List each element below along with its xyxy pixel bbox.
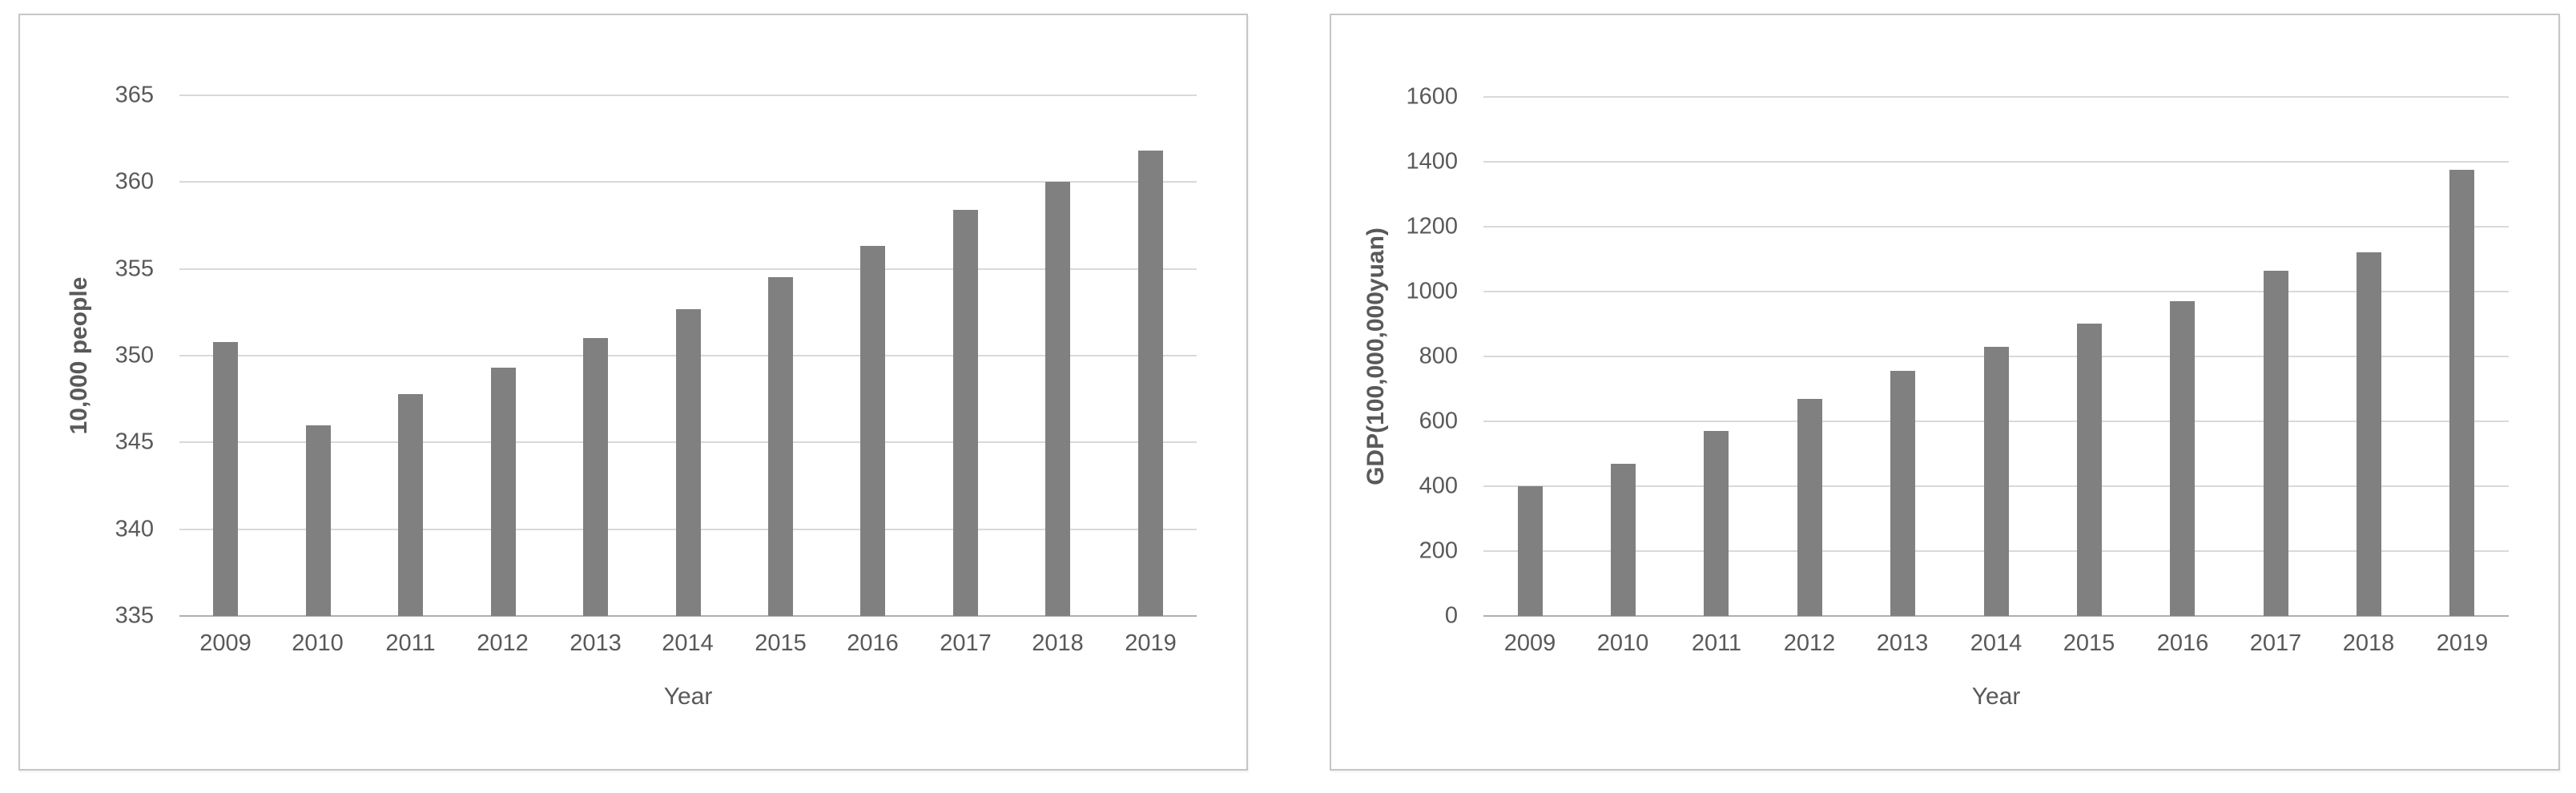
bar-2019 xyxy=(1138,151,1163,616)
x-tick-label: 2017 xyxy=(2249,630,2302,656)
x-tick-label: 2015 xyxy=(755,630,807,656)
x-tick-label: 2009 xyxy=(1503,630,1556,656)
gridline xyxy=(1483,96,2509,98)
x-tick-label: 2017 xyxy=(940,630,992,656)
y-tick-label: 1600 xyxy=(1406,83,1458,110)
bar-2016 xyxy=(860,246,885,616)
bar-2018 xyxy=(2357,252,2381,616)
y-tick-label: 1400 xyxy=(1406,148,1458,175)
bar-2014 xyxy=(1984,347,2009,616)
x-tick-label: 2019 xyxy=(1125,630,1177,656)
x-tick-label: 2019 xyxy=(2436,630,2489,656)
x-tick-label: 2010 xyxy=(1596,630,1649,656)
y-tick-label: 345 xyxy=(115,429,154,455)
bar-2015 xyxy=(2077,324,2102,616)
bar-2013 xyxy=(1890,371,1915,616)
gridline xyxy=(179,268,1197,270)
population-chart-panel: 10,000 people 365 360 355 350 345 340 335 2009… xyxy=(18,14,1248,771)
x-tick-label: 2014 xyxy=(662,630,714,656)
bar-2009 xyxy=(213,342,238,616)
x-tick-label: 2011 xyxy=(1691,630,1742,656)
bar-2010 xyxy=(306,425,331,616)
y-tick-label: 1200 xyxy=(1406,213,1458,240)
bar-2013 xyxy=(583,338,608,616)
y-tick-label: 200 xyxy=(1419,537,1458,564)
y-tick-label: 800 xyxy=(1419,343,1458,369)
x-tick-label: 2012 xyxy=(1783,630,1836,656)
y-tick-label: 360 xyxy=(115,168,154,195)
x-tick-label: 2018 xyxy=(1032,630,1084,656)
x-tick-label: 2015 xyxy=(2063,630,2115,656)
bar-2012 xyxy=(491,368,516,616)
gdp-chart-panel: GDP(100,000,000yuan) 1600 1400 1200 1000 800… xyxy=(1330,14,2560,771)
x-tick-label: 2010 xyxy=(292,630,344,656)
bar-2014 xyxy=(676,309,701,616)
x-tick-label: 2013 xyxy=(1876,630,1929,656)
plot-area xyxy=(179,95,1197,617)
x-axis-title: Year xyxy=(1971,683,2021,710)
y-tick-label: 335 xyxy=(115,602,154,629)
x-tick-label: 2009 xyxy=(199,630,252,656)
x-axis-line xyxy=(179,615,1197,617)
gridline xyxy=(179,95,1197,96)
bar-2016 xyxy=(2170,301,2195,616)
y-tick-label: 400 xyxy=(1419,473,1458,499)
x-tick-label: 2013 xyxy=(570,630,622,656)
bar-2017 xyxy=(2264,271,2288,616)
y-tick-label: 355 xyxy=(115,256,154,282)
gridline xyxy=(179,181,1197,183)
gridline xyxy=(1483,161,2509,163)
bar-2019 xyxy=(2449,170,2474,616)
x-tick-label: 2016 xyxy=(2156,630,2209,656)
bar-2015 xyxy=(768,277,793,616)
y-tick-label: 0 xyxy=(1444,602,1458,629)
x-tick-labels: 2009 2010 2011 2012 2013 2014 2015 2016 2017 2018… xyxy=(1483,627,2509,659)
bar-2011 xyxy=(398,394,423,616)
x-axis-title: Year xyxy=(663,683,713,710)
bar-2010 xyxy=(1611,464,1636,616)
y-tick-label: 350 xyxy=(115,342,154,368)
x-tick-label: 2011 xyxy=(385,630,436,656)
x-tick-label: 2018 xyxy=(2342,630,2395,656)
x-axis-line xyxy=(1483,615,2509,617)
y-tick-labels: 1600 1400 1200 1000 800 600 400 200 0 xyxy=(1331,84,1469,629)
y-tick-label: 365 xyxy=(115,82,154,108)
plot-area xyxy=(1483,96,2509,617)
gridline xyxy=(1483,226,2509,227)
x-tick-label: 2012 xyxy=(477,630,529,656)
x-tick-labels: 2009 2010 2011 2012 2013 2014 2015 2016 2017 2018… xyxy=(179,627,1197,659)
y-tick-label: 340 xyxy=(115,516,154,542)
bar-2017 xyxy=(953,210,978,616)
bar-2012 xyxy=(1797,399,1822,616)
bar-2009 xyxy=(1518,486,1543,616)
x-tick-label: 2014 xyxy=(1970,630,2023,656)
bar-2011 xyxy=(1704,431,1729,616)
y-tick-labels: 365 360 355 350 345 340 335 xyxy=(20,83,165,629)
y-tick-label: 1000 xyxy=(1406,278,1458,304)
y-tick-label: 600 xyxy=(1419,408,1458,434)
x-tick-label: 2016 xyxy=(847,630,899,656)
bar-2018 xyxy=(1045,182,1070,616)
gridline xyxy=(1483,291,2509,292)
